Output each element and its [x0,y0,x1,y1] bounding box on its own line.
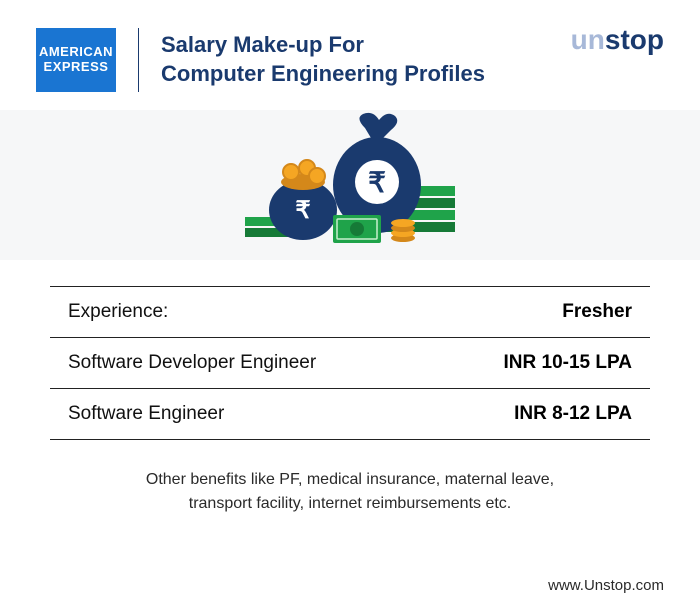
money-icon: ₹ ₹ [235,110,465,250]
row-label: Experience: [68,301,168,323]
money-graphic: ₹ ₹ [0,110,700,260]
row-label: Software Developer Engineer [68,352,316,374]
table-row: Software Engineer INR 8-12 LPA [50,388,650,440]
benefits-text: Other benefits like PF, medical insuranc… [0,468,700,516]
vertical-divider [138,28,139,92]
unstop-prefix: un [571,24,605,55]
benefits-line1: Other benefits like PF, medical insuranc… [60,468,640,492]
svg-text:₹: ₹ [368,167,386,198]
title-line1: Salary Make-up For [161,31,485,60]
row-value: INR 8-12 LPA [514,403,632,425]
unstop-suffix: stop [605,24,664,55]
table-row: Experience: Fresher [50,286,650,337]
amex-line2: EXPRESS [44,60,109,75]
salary-table: Experience: Fresher Software Developer E… [50,286,650,440]
footer-url: www.Unstop.com [548,577,664,594]
row-value: Fresher [562,301,632,323]
amex-logo: AMERICAN EXPRESS [36,28,116,92]
amex-line1: AMERICAN [39,45,113,60]
table-row: Software Developer Engineer INR 10-15 LP… [50,337,650,388]
benefits-line2: transport facility, internet reimburseme… [60,492,640,516]
row-value: INR 10-15 LPA [504,352,632,374]
page-title: Salary Make-up For Computer Engineering … [161,31,485,88]
title-line2: Computer Engineering Profiles [161,60,485,89]
unstop-logo: unstop [571,24,664,56]
svg-text:₹: ₹ [295,197,310,224]
row-label: Software Engineer [68,403,224,425]
